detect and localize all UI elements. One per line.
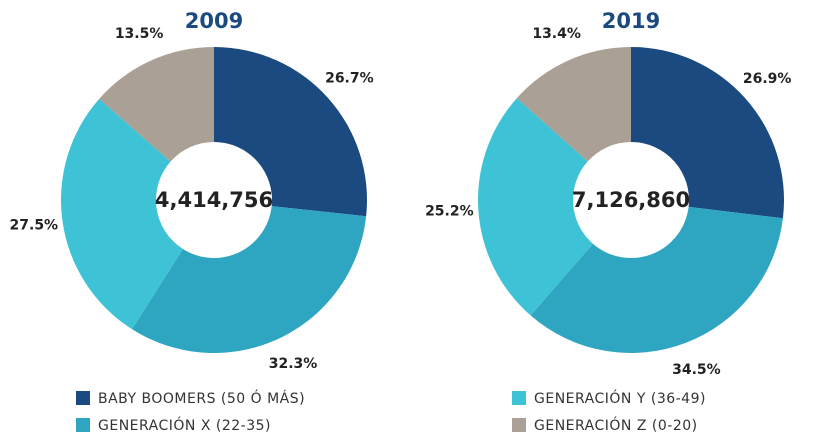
data-label: 26.9% [743,71,792,87]
donut-slice [214,47,367,217]
data-label: 13.5% [115,26,164,42]
legend-label: GENERACIÓN Z (0-20) [534,416,698,433]
donut-slice [631,47,784,219]
data-label: 13.4% [532,26,581,42]
legend-swatch [512,391,526,405]
donut-slice [478,98,593,316]
chart-title: 2019 [602,9,660,33]
data-label: 34.5% [672,362,721,378]
donut-slice [99,47,214,162]
data-label: 26.7% [325,70,374,86]
center-label: 4,414,756 [155,188,273,212]
legend-swatch [512,418,526,432]
legend-swatch [76,391,90,405]
legend-label: BABY BOOMERS (50 Ó MÁS) [98,389,305,407]
data-label: 32.3% [269,356,318,372]
donut-slice [516,47,631,162]
legend-label: GENERACIÓN X (22-35) [98,416,271,433]
data-label: 27.5% [10,218,59,234]
donut-slice [61,98,183,330]
center-label: 7,126,860 [572,188,690,212]
donut-slice [132,206,367,353]
legend-swatch [76,418,90,432]
chart-title: 2009 [185,9,243,33]
legend-label: GENERACIÓN Y (36-49) [534,389,706,407]
data-label: 25.2% [425,203,474,219]
donut-slice [530,206,783,353]
